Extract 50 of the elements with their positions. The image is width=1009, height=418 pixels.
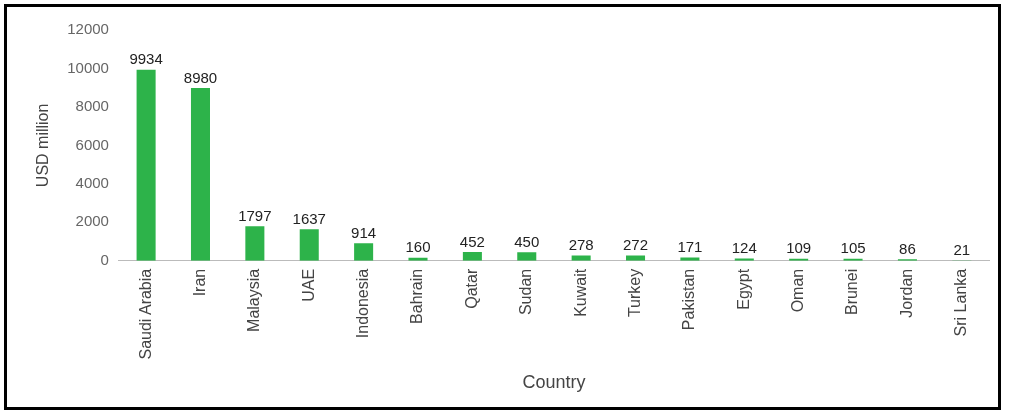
y-tick-label: 8000 [75, 97, 109, 115]
x-tick-label: Sudan [517, 268, 535, 316]
x-tick-label: Iran [190, 268, 208, 297]
data-label: 171 [677, 238, 703, 256]
data-label: 278 [568, 236, 594, 254]
x-tick-label: Sri Lanka [952, 268, 970, 337]
x-tick-label: Jordan [897, 268, 915, 318]
x-tick-label: UAE [299, 268, 317, 302]
data-label: 272 [623, 236, 649, 254]
data-label: 450 [514, 232, 540, 250]
data-label: 21 [953, 241, 971, 259]
y-tick-label: 12000 [67, 20, 109, 38]
bar [680, 257, 700, 261]
data-label: 452 [459, 232, 485, 250]
bar [517, 252, 537, 261]
x-tick-label: Egypt [734, 268, 752, 310]
data-label: 160 [405, 238, 431, 256]
x-tick-label: Bahrain [408, 268, 426, 324]
data-label: 86 [899, 239, 916, 257]
data-label: 105 [840, 239, 866, 257]
x-tick-label: Indonesia [354, 268, 372, 339]
bar [299, 229, 319, 261]
data-label: 1797 [238, 206, 272, 224]
x-tick-label: Turkey [625, 268, 643, 318]
y-tick-label: 4000 [75, 174, 109, 191]
data-label: 9934 [129, 50, 163, 68]
x-axis-title: Country [522, 372, 586, 393]
data-label: 124 [731, 239, 757, 257]
x-tick-label: Brunei [843, 268, 861, 316]
x-tick-label: Saudi Arabia [136, 268, 154, 360]
bar [571, 255, 591, 261]
data-label: 8980 [183, 68, 218, 86]
y-axis-title: USD million [34, 103, 52, 188]
y-tick-label: 2000 [75, 212, 109, 230]
x-tick-label: Pakistan [680, 268, 698, 331]
x-tick-label: Kuwait [571, 268, 589, 317]
bar [354, 243, 374, 261]
data-label: 109 [786, 239, 812, 257]
bar [136, 69, 156, 261]
y-tick-label: 0 [100, 250, 109, 268]
bar [462, 252, 482, 261]
bar [190, 88, 210, 261]
bar [245, 226, 265, 261]
x-tick-label: Malaysia [245, 268, 263, 332]
x-tick-label: Oman [789, 268, 807, 313]
x-tick-label: Qatar [462, 268, 480, 309]
data-label: 1637 [292, 209, 326, 227]
y-tick-label: 6000 [75, 135, 109, 153]
y-tick-label: 10000 [67, 58, 109, 76]
data-label: 914 [351, 223, 377, 241]
